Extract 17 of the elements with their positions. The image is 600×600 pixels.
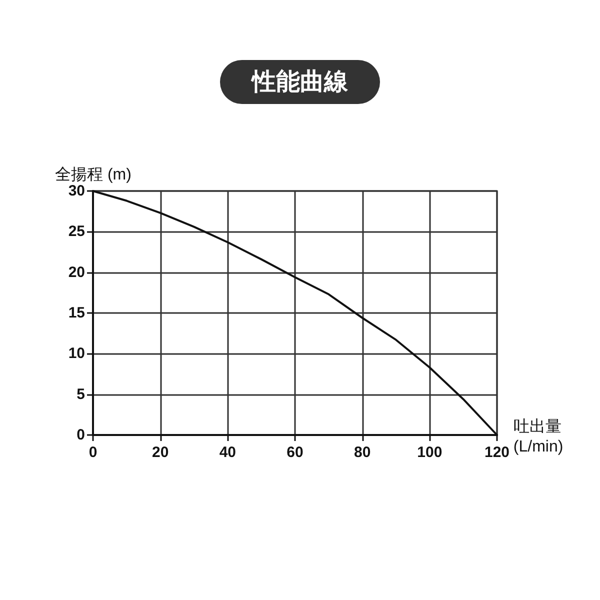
y-tick-label: 10 [68,345,85,362]
x-tick-label: 120 [484,444,510,461]
y-tick-label: 15 [68,304,85,322]
y-tick-label: 5 [76,386,85,403]
x-tick-label: 40 [219,444,236,461]
chart-title: 性能曲線 [250,68,349,96]
x-axis-title: 吐出量 (L/min) [513,418,564,456]
y-tick-label: 30 [68,182,85,200]
x-tick-label: 20 [152,444,169,461]
y-tick-label: 0 [76,426,85,444]
y-axis-title: 全揚程 (m) [55,166,132,184]
y-tick-label: 25 [68,223,85,240]
y-tick-label: 20 [68,264,85,281]
x-tick-label: 80 [354,444,371,461]
x-tick-label: 0 [88,444,98,461]
x-tick-label: 100 [417,444,442,461]
x-tick-label: 60 [286,444,304,461]
